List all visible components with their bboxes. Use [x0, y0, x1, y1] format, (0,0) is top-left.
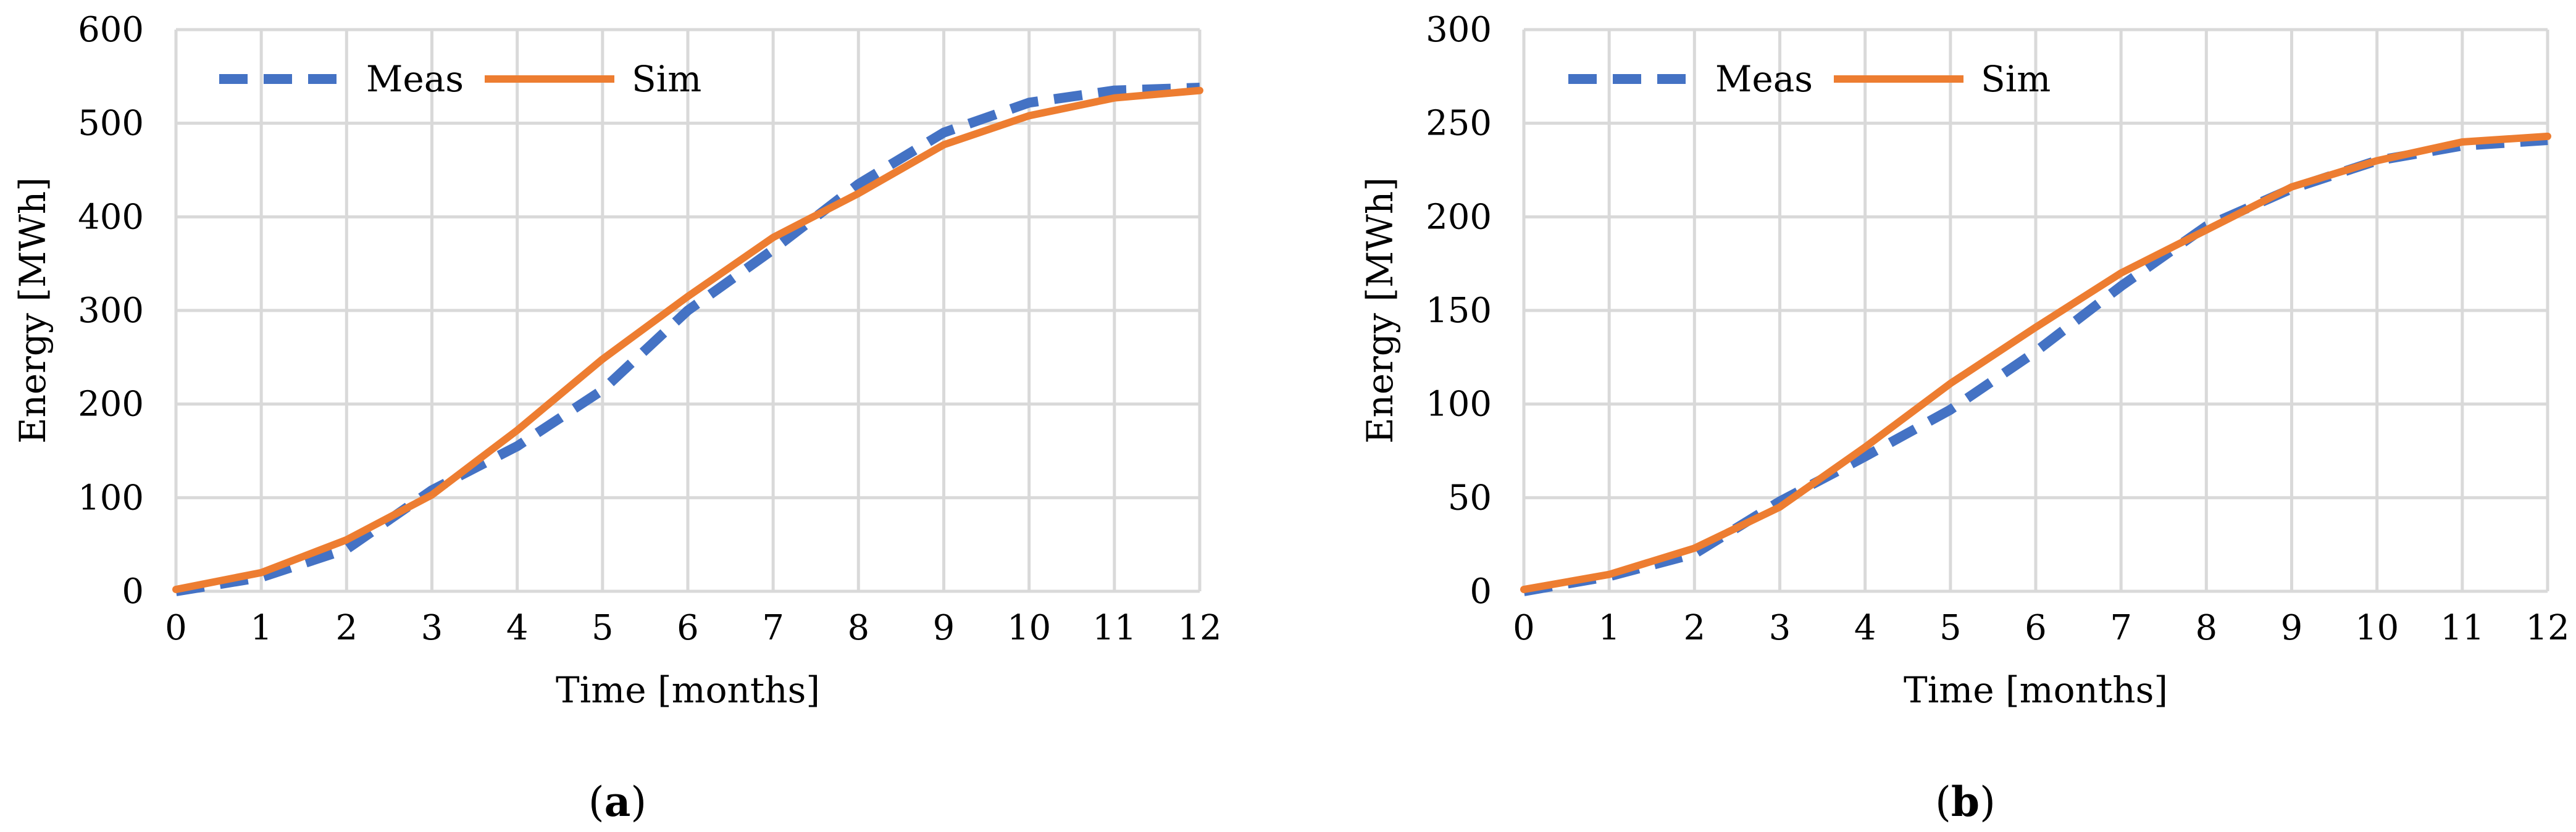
- x-tick-label: 1: [250, 608, 272, 648]
- chart-panel-a: 0 1 2 3 4 5 6 7 8 9 10 11 120100200300400500600Time …: [12, 10, 1222, 826]
- x-tick-label: 10: [1007, 608, 1051, 648]
- y-tick-label: 50: [1448, 478, 1492, 518]
- x-tick-label: 11: [1092, 608, 1136, 648]
- x-tick-label: 0: [165, 608, 187, 648]
- x-tick-label: 5: [1939, 608, 1962, 648]
- x-tick-label: 12: [1177, 608, 1221, 648]
- x-tick-label: 9: [2281, 608, 2303, 648]
- x-tick-label: 8: [848, 608, 870, 648]
- x-tick-label: 4: [506, 608, 529, 648]
- panel-caption: (b): [1935, 778, 1996, 826]
- legend: Meas Sim: [1568, 58, 2051, 100]
- legend-label-sim: Sim: [1981, 58, 2051, 100]
- gridlines: [1522, 28, 2549, 593]
- y-tick-label: 150: [1426, 291, 1492, 331]
- panel-caption-letter: a: [604, 778, 631, 826]
- legend: Meas Sim: [219, 58, 701, 100]
- x-tick-label: 1: [1598, 608, 1620, 648]
- x-tick-label: 7: [2110, 608, 2132, 648]
- legend-label-meas: Meas: [366, 58, 464, 100]
- y-tick-label: 0: [122, 572, 144, 612]
- x-tick-label: 3: [421, 608, 443, 648]
- y-tick-label: 100: [1426, 385, 1492, 425]
- y-tick-label: 300: [1426, 10, 1492, 50]
- x-tick-label: 4: [1854, 608, 1876, 648]
- x-tick-label: 2: [336, 608, 358, 648]
- series-line-sim: [172, 86, 1203, 593]
- y-tick-label: 400: [78, 197, 144, 237]
- x-axis-label: Time [months]: [1904, 669, 2168, 711]
- x-axis-label: Time [months]: [556, 669, 820, 711]
- panel-caption-letter: b: [1951, 778, 1980, 826]
- y-tick-label: 100: [78, 478, 144, 518]
- x-tick-label: 0: [1513, 608, 1535, 648]
- legend-label-sim: Sim: [632, 58, 701, 100]
- x-tick-label: 10: [2355, 608, 2399, 648]
- x-tick-label: 8: [2196, 608, 2218, 648]
- y-tick-label: 250: [1426, 104, 1492, 144]
- panel-caption: (a): [588, 778, 646, 826]
- x-tick-label: 6: [677, 608, 699, 648]
- y-tick-label: 200: [1426, 197, 1492, 237]
- y-tick-label: 500: [78, 104, 144, 144]
- y-tick-label: 600: [78, 10, 144, 50]
- x-tick-label: 12: [2525, 608, 2569, 648]
- x-tick-label: 3: [1769, 608, 1791, 648]
- y-tick-label: 0: [1470, 572, 1492, 612]
- series-line-sim: [1520, 132, 2551, 593]
- y-axis-label: Energy [MWh]: [1359, 177, 1401, 444]
- y-tick-label: 300: [78, 291, 144, 331]
- x-tick-label: 6: [2025, 608, 2047, 648]
- legend-label-meas: Meas: [1715, 58, 1813, 100]
- x-tick-label: 7: [762, 608, 784, 648]
- x-tick-label: 11: [2440, 608, 2484, 648]
- x-tick-label: 5: [592, 608, 614, 648]
- x-tick-label: 9: [933, 608, 955, 648]
- x-tick-label: 2: [1684, 608, 1706, 648]
- series-line-meas: [175, 83, 1200, 596]
- y-axis-label: Energy [MWh]: [12, 177, 54, 444]
- y-tick-label: 200: [78, 385, 144, 425]
